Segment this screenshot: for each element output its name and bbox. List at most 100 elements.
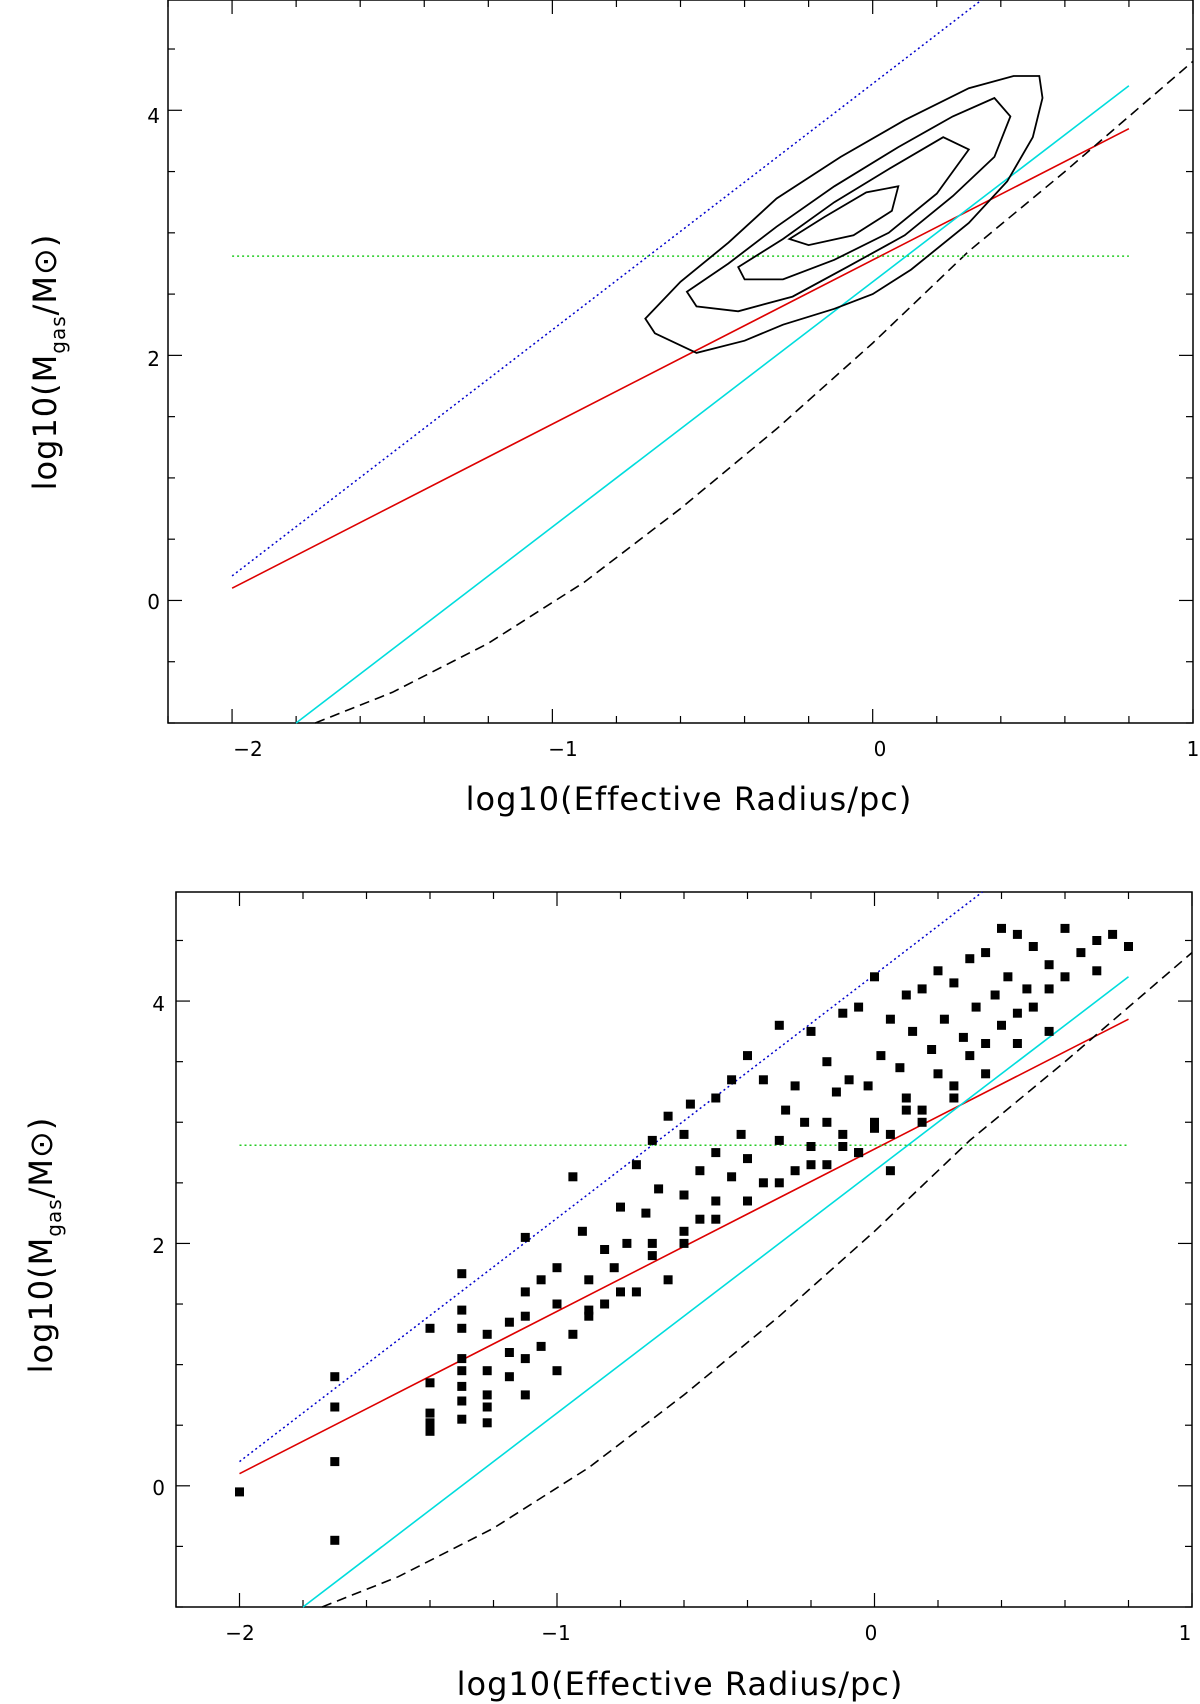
- bottom-data-point: [520, 1287, 530, 1297]
- bottom-data-point: [1012, 1008, 1022, 1018]
- bottom-data-point: [743, 1154, 752, 1164]
- bottom-data-point: [235, 1487, 244, 1497]
- bottom-data-point: [600, 1245, 610, 1254]
- bottom-data-point: [949, 978, 959, 988]
- bottom-data-point: [997, 923, 1006, 933]
- bottom-data-point: [870, 972, 879, 982]
- bottom-data-point: [330, 1457, 340, 1467]
- top-x-tick-label-2: 0: [874, 737, 887, 761]
- bottom-data-point: [1076, 948, 1086, 958]
- bottom-data-point: [654, 1184, 664, 1194]
- bottom-data-point: [933, 966, 943, 976]
- bottom-data-point: [457, 1323, 467, 1333]
- bottom-data-point: [908, 1026, 918, 1036]
- bottom-series-line-2: [302, 976, 1129, 1608]
- bottom-data-point: [568, 1329, 578, 1339]
- bottom-data-point: [1044, 960, 1054, 970]
- bottom-data-point: [1092, 936, 1102, 945]
- bottom-data-point: [844, 1075, 854, 1085]
- bottom-data-point: [425, 1378, 435, 1388]
- bottom-curves: [239, 891, 1193, 1608]
- top-series-line-3: [315, 60, 1194, 724]
- bottom-data-point: [870, 1117, 879, 1127]
- bottom-data-point: [520, 1354, 530, 1364]
- bottom-data-point: [917, 1117, 927, 1127]
- bottom-data-point: [1092, 966, 1102, 976]
- top-contour-1: [685, 96, 1012, 313]
- bottom-data-point: [482, 1329, 492, 1339]
- bottom-data-point: [482, 1402, 492, 1412]
- bottom-data-point: [1124, 942, 1133, 951]
- bottom-data-point: [895, 1063, 905, 1073]
- bottom-data-point: [679, 1190, 689, 1200]
- bottom-data-point: [663, 1275, 673, 1285]
- bottom-data-point: [482, 1390, 492, 1400]
- bottom-data-point: [790, 1166, 800, 1176]
- bottom-data-point: [647, 1251, 657, 1261]
- bottom-data-point: [981, 948, 991, 958]
- bottom-data-point: [965, 954, 975, 964]
- bottom-x-tick-label-0: −2: [225, 1621, 254, 1645]
- top-contour-0: [644, 75, 1044, 354]
- bottom-y-tick-label-0: 0: [152, 1476, 165, 1500]
- bottom-data-point: [616, 1287, 625, 1297]
- top-series-line-0: [231, 0, 983, 577]
- bottom-data-point: [482, 1366, 492, 1376]
- bottom-data-point: [854, 1148, 864, 1158]
- bottom-data-point: [520, 1232, 530, 1242]
- bottom-ticks: [175, 892, 1193, 1608]
- bottom-data-point: [584, 1275, 594, 1285]
- bottom-data-point: [806, 1160, 816, 1170]
- bottom-data-point: [330, 1372, 340, 1382]
- bottom-data-point: [631, 1287, 641, 1297]
- bottom-data-point: [901, 990, 911, 1000]
- top-series-line-1: [231, 127, 1130, 589]
- bottom-data-point: [806, 1142, 816, 1151]
- bottom-data-point: [425, 1418, 435, 1428]
- bottom-data-point: [425, 1323, 435, 1333]
- top-y-axis-label: log10(Mgas/M⊙): [26, 234, 70, 491]
- bottom-data-point: [457, 1396, 467, 1406]
- bottom-data-point: [482, 1418, 492, 1428]
- top-x-tick-label-1: −1: [548, 737, 577, 761]
- bottom-data-point: [536, 1275, 546, 1285]
- bottom-data-point: [1060, 972, 1070, 982]
- bottom-x-tick-label-1: −1: [541, 1621, 570, 1645]
- bottom-data-point: [1108, 929, 1118, 939]
- bottom-data-point: [838, 1008, 848, 1018]
- bottom-data-point: [609, 1263, 619, 1273]
- bottom-data-point: [457, 1366, 467, 1376]
- bottom-data-point: [917, 1105, 927, 1115]
- bottom-data-point: [774, 1020, 784, 1030]
- bottom-data-point: [939, 1014, 949, 1024]
- bottom-data-point: [457, 1414, 467, 1424]
- bottom-data-point: [457, 1305, 467, 1315]
- bottom-data-point: [1012, 929, 1022, 939]
- bottom-data-point: [838, 1142, 848, 1151]
- bottom-data-point: [330, 1535, 340, 1545]
- bottom-data-point: [949, 1081, 959, 1091]
- top-contour-2: [737, 136, 971, 281]
- bottom-data-point: [743, 1051, 752, 1061]
- bottom-plot-frame: [175, 891, 1193, 1608]
- bottom-data-point: [831, 1087, 841, 1097]
- top-y-tick-label-1: 2: [147, 347, 160, 371]
- bottom-data-point: [727, 1172, 737, 1182]
- bottom-data-point: [727, 1075, 737, 1085]
- bottom-data-point: [330, 1402, 340, 1412]
- bottom-data-point: [822, 1117, 832, 1127]
- top-y-tick-label-2: 4: [147, 104, 160, 128]
- top-contours: [644, 75, 1044, 354]
- bottom-data-point: [790, 1081, 800, 1091]
- bottom-data-point: [917, 984, 927, 994]
- bottom-data-point: [711, 1148, 721, 1158]
- bottom-data-point: [822, 1160, 832, 1170]
- bottom-data-point: [600, 1299, 610, 1309]
- bottom-data-point: [990, 990, 1000, 1000]
- bottom-data-point: [901, 1093, 911, 1103]
- bottom-data-point: [679, 1238, 689, 1248]
- bottom-data-point: [641, 1208, 651, 1218]
- bottom-data-point: [885, 1014, 895, 1024]
- top-contour-3: [787, 185, 900, 247]
